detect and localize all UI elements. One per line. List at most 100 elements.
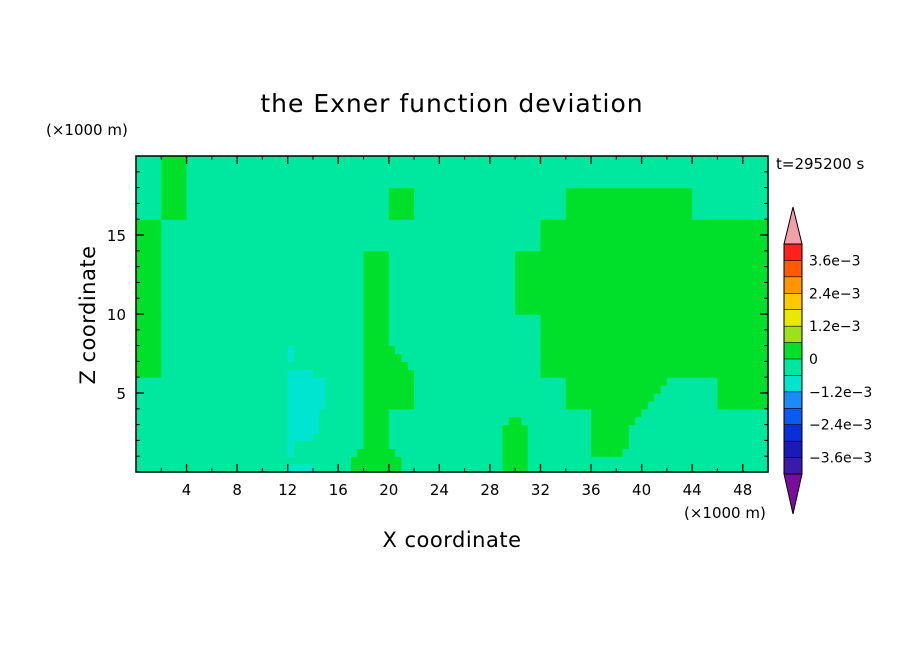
contour-cell [142, 361, 150, 370]
contour-cell [666, 448, 674, 457]
colorbar: 3.6e−32.4e−31.2e−30−1.2e−3−2.4e−3−3.6e−3 [783, 206, 872, 515]
contour-cell [439, 464, 447, 473]
contour-cell [546, 400, 554, 410]
contour-cell [357, 171, 365, 181]
contour-cell [230, 464, 238, 473]
contour-cell [180, 274, 188, 283]
contour-cell [489, 408, 497, 418]
contour-cell [603, 171, 611, 181]
contour-cell [464, 329, 472, 339]
contour-cell [641, 416, 649, 426]
contour-cell [369, 314, 377, 323]
contour-cell [395, 321, 403, 331]
contour-cell [515, 345, 523, 355]
contour-cell [470, 187, 478, 197]
contour-cell [679, 416, 687, 426]
contour-cell [136, 195, 143, 204]
contour-cell [306, 266, 314, 276]
contour-cell [534, 424, 542, 434]
contour-cell [249, 353, 257, 362]
contour-cell [603, 314, 611, 323]
contour-cell [186, 464, 194, 473]
contour-cell [685, 163, 693, 173]
contour-cell [420, 274, 428, 283]
contour-cell [205, 195, 213, 204]
contour-cell [407, 329, 415, 339]
contour-cell [502, 282, 510, 291]
contour-cell [565, 314, 573, 323]
contour-cell [660, 235, 668, 244]
contour-cell [660, 282, 668, 291]
contour-cell [508, 163, 516, 173]
contour-cell [654, 353, 662, 362]
contour-cell [742, 274, 750, 283]
contour-cell [742, 195, 750, 204]
contour-cell [711, 274, 719, 283]
contour-cell [211, 385, 219, 394]
contour-cell [294, 282, 301, 291]
contour-cell [483, 369, 491, 378]
contour-cell [395, 219, 403, 228]
contour-cell [426, 306, 434, 315]
contour-cell [534, 187, 542, 197]
contour-cell [325, 369, 333, 378]
contour-cell [243, 219, 251, 228]
contour-cell [224, 179, 232, 189]
contour-cell [527, 258, 535, 268]
contour-cell [420, 464, 428, 473]
contour-cell [470, 156, 478, 165]
contour-cell [698, 464, 706, 473]
contour-cell [584, 250, 592, 260]
contour-cell [376, 274, 384, 283]
contour-cell [749, 227, 756, 236]
contour-cell [654, 298, 662, 307]
contour-cell [452, 219, 459, 228]
contour-cell [610, 424, 617, 434]
contour-cell [666, 211, 674, 220]
contour-cell [654, 361, 662, 370]
contour-cell [249, 440, 257, 449]
contour-cell [622, 385, 630, 394]
contour-cell [489, 337, 497, 347]
contour-cell [344, 321, 352, 331]
contour-cell [610, 361, 617, 370]
contour-cell [647, 211, 655, 220]
contour-cell [679, 235, 687, 244]
contour-cell [142, 195, 150, 204]
contour-cell [262, 314, 270, 323]
contour-cell [256, 456, 263, 465]
contour-cell [414, 219, 421, 228]
contour-cell [553, 219, 561, 228]
contour-cell [641, 227, 649, 236]
contour-cell [534, 432, 542, 441]
contour-cell [230, 171, 238, 181]
contour-cell [641, 400, 649, 410]
contour-cell [256, 298, 263, 307]
contour-cell [312, 250, 320, 260]
contour-cell [717, 464, 725, 473]
contour-cell [148, 329, 156, 339]
contour-cell [148, 408, 156, 418]
contour-cell [325, 306, 333, 315]
contour-cell [647, 242, 655, 252]
contour-cell [717, 456, 725, 465]
contour-cell [477, 369, 485, 378]
contour-cell [331, 179, 339, 189]
contour-cell [458, 156, 466, 165]
contour-cell [591, 250, 598, 260]
contour-cell [281, 274, 289, 283]
contour-cell [572, 250, 579, 260]
contour-cell [635, 306, 643, 315]
contour-cell [224, 163, 232, 173]
contour-cell [382, 377, 390, 386]
contour-cell [218, 242, 226, 252]
contour-cell [458, 393, 466, 402]
contour-cell [281, 227, 289, 236]
contour-cell [673, 385, 681, 394]
contour-cell [312, 187, 320, 197]
contour-cell [136, 211, 143, 220]
contour-cell [635, 369, 643, 378]
contour-cell [287, 321, 295, 331]
contour-cell [698, 361, 706, 370]
contour-cell [312, 393, 320, 402]
